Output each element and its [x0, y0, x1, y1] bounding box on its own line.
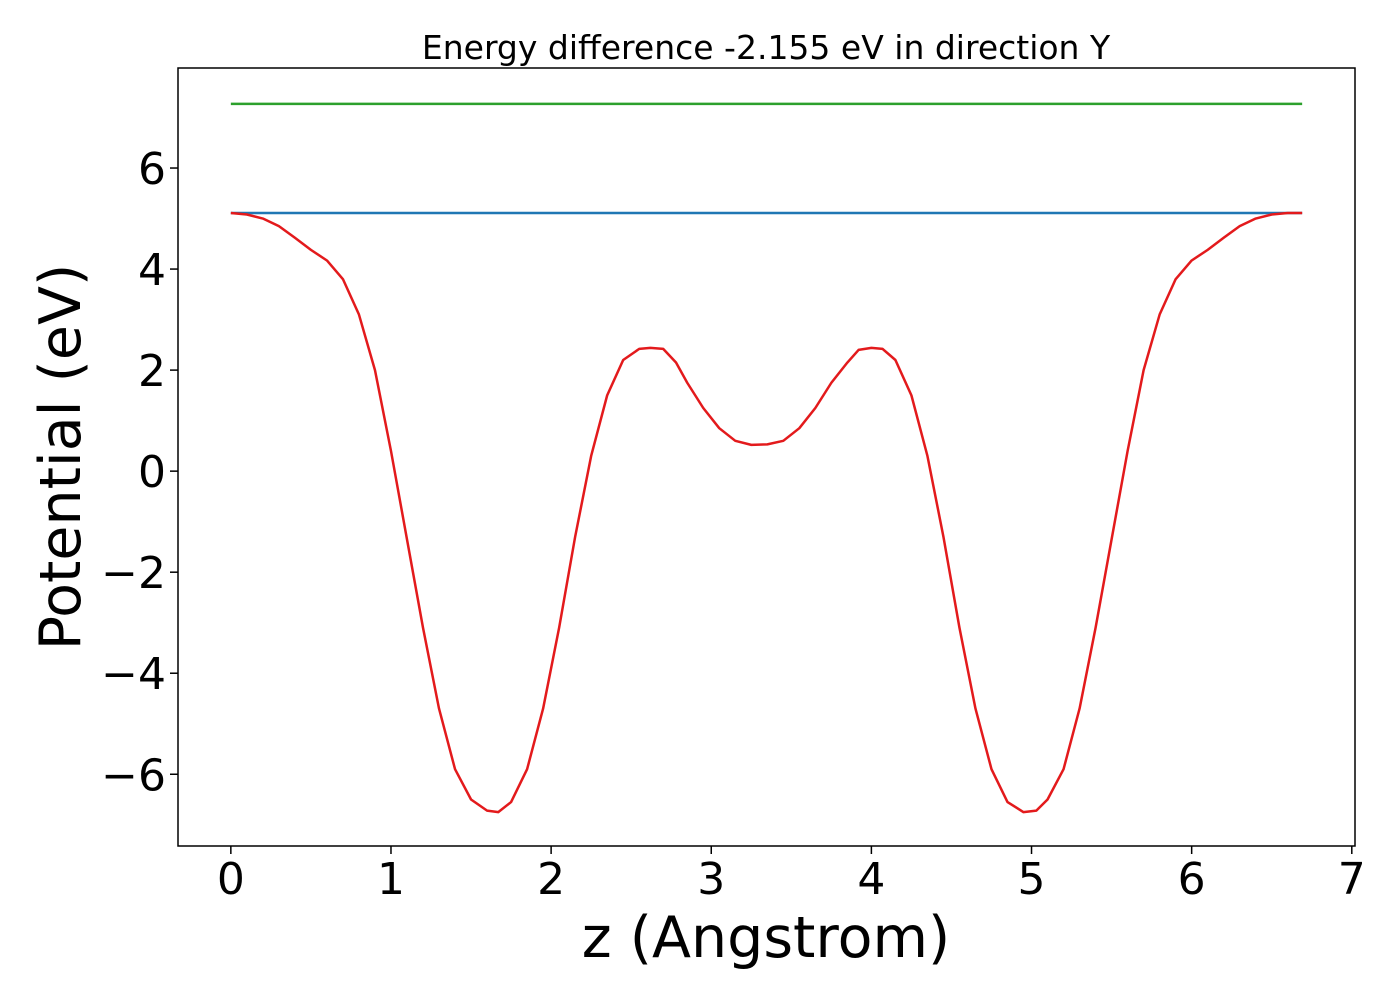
- x-tick-label: 7: [1338, 854, 1366, 905]
- y-axis-label: Potential (eV): [28, 264, 94, 650]
- x-tick-label: 2: [537, 854, 565, 905]
- chart-title: Energy difference -2.155 eV in direction…: [422, 28, 1111, 67]
- plot-frame: [177, 67, 1356, 847]
- series-layer: [230, 102, 1303, 814]
- series-line-2: [230, 211, 1303, 814]
- y-tick-label: −6: [101, 750, 166, 801]
- x-tick-label: 6: [1178, 854, 1206, 905]
- y-tick-label: −2: [101, 548, 166, 599]
- x-axis: 0 1 2 3 4 5 6 7: [217, 846, 1366, 905]
- x-axis-label: z (Angstrom): [582, 905, 950, 971]
- y-axis: −6 −4 −2 0 2 4 6: [101, 144, 178, 801]
- x-tick-label: 1: [377, 854, 405, 905]
- y-tick-label: 0: [138, 447, 166, 498]
- y-tick-label: 6: [138, 144, 166, 195]
- x-tick-label: 0: [217, 854, 245, 905]
- y-tick-label: −4: [101, 649, 166, 700]
- x-tick-label: 3: [697, 854, 725, 905]
- x-tick-label: 5: [1018, 854, 1046, 905]
- y-tick-label: 4: [138, 245, 166, 296]
- y-tick-label: 2: [138, 346, 166, 397]
- x-tick-label: 4: [857, 854, 885, 905]
